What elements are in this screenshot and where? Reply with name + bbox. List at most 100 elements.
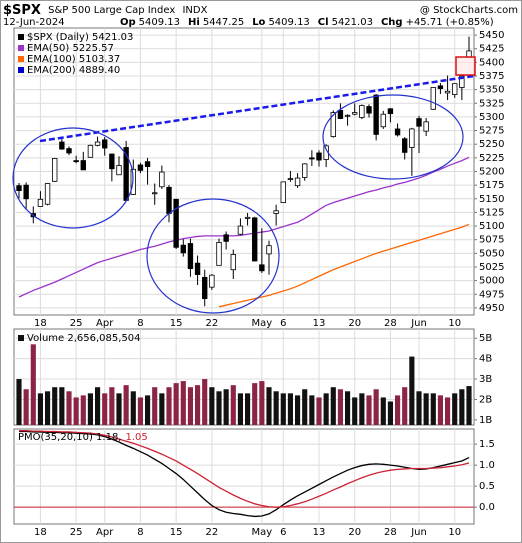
volume-bar [452,393,458,425]
candle-body [380,113,386,128]
volume-bar [23,389,29,425]
candle-body [394,128,401,136]
volume-bar [345,391,351,425]
y-tick-label: 5350 [479,85,504,96]
candle-body [330,112,336,137]
volume-bar [59,387,65,425]
x-tick-label: Apr [96,318,114,329]
quote-value: +45.71 (+0.85%) [406,17,494,28]
candle-body [416,118,422,127]
volume-bar [66,391,72,425]
x-tick-label: 28 [384,318,397,329]
volume-bar [52,387,58,425]
volume-bar [373,389,379,425]
panel-content [14,429,474,524]
candle-body [116,165,122,176]
y-tick-label: 5250 [479,139,504,150]
volume-bar [380,397,386,425]
legend-swatch [18,56,24,62]
candle-body [87,144,94,158]
volume-bar [230,385,236,425]
candle-body [244,216,251,219]
volume-bar [159,393,165,425]
volume-bar [287,393,293,425]
candle-body [366,106,372,114]
volume-bar [145,395,151,425]
volume-bar [437,395,443,425]
candle-body [409,128,415,148]
volume-bar [87,393,93,425]
volume-bar [223,389,229,425]
candle-body [37,198,44,207]
y-tick-label: 1B [479,415,492,426]
y-tick-label: 3B [479,374,492,385]
annotations [12,56,476,314]
quote-label: Lo [252,17,265,28]
candle-body [159,171,165,188]
y-tick-label: 5325 [479,98,504,109]
y-tick-label: 5225 [479,153,504,164]
y-tick-label: 5200 [479,167,504,178]
volume-bar [73,397,79,425]
candle-body [352,112,358,115]
y-tick-label: 5450 [479,30,504,41]
candle-body [66,148,72,154]
volume-bar [173,383,179,425]
legend-swatch [18,67,24,73]
x-tick-label: 22 [205,527,218,538]
candle-body [173,198,179,248]
volume-bar [316,397,322,425]
volume-bar [216,391,222,425]
candle-body [337,109,344,119]
y-tick-label: 5050 [479,248,504,259]
candle-body [102,139,108,149]
candle-body [137,164,144,171]
y-tick-label: 5425 [479,44,504,55]
x-tick-label: 18 [34,318,47,329]
legend-label: EMA(50) 5225.57 [27,43,114,54]
y-tick-label: 2B [479,394,492,405]
volume-bar [366,395,372,425]
volume-bar [445,397,451,425]
candle-body [280,181,286,204]
candle-body [180,244,186,254]
candle-body [252,217,258,262]
highlight-box [455,56,476,76]
legend-label: Volume 2,656,085,504 [27,333,141,344]
volume-bar [395,395,401,425]
y-tick-label: 5125 [479,207,504,218]
y-tick-label: 5B [479,333,492,344]
candle-body [202,276,208,300]
x-tick-label: Apr [96,527,114,538]
panel-content [14,329,474,425]
line [19,430,470,518]
volume-bar [330,387,336,425]
quote-value: 5409.13 [139,17,180,28]
candle-body [59,141,65,150]
candle-body [44,183,51,205]
trend-line [39,74,475,143]
volume-bar [37,393,43,425]
panel [13,428,475,525]
legend-label: EMA(200) 4889.40 [27,65,120,76]
exchange: INDX [182,5,207,16]
highlight-ellipse [12,127,134,229]
volume-bar [430,393,436,425]
y-tick-label: 4B [479,354,492,365]
y-tick-label: 5025 [479,262,504,273]
y-tick-label: 5150 [479,194,504,205]
candle-body [266,245,272,255]
legend-label: EMA(100) 5103.37 [27,54,120,65]
quote-label: Hi [188,17,200,28]
candle-body [209,274,215,288]
volume-bar [102,393,108,425]
y-tick-label: 5300 [479,112,504,123]
volume-bar [280,393,286,425]
quote-value: 5421.03 [332,17,373,28]
volume-bar [45,391,51,425]
volume-bar [130,391,136,425]
volume-bar [337,389,343,425]
line [218,223,470,308]
x-tick-label: Jun [410,527,427,538]
volume-bar [359,393,365,425]
